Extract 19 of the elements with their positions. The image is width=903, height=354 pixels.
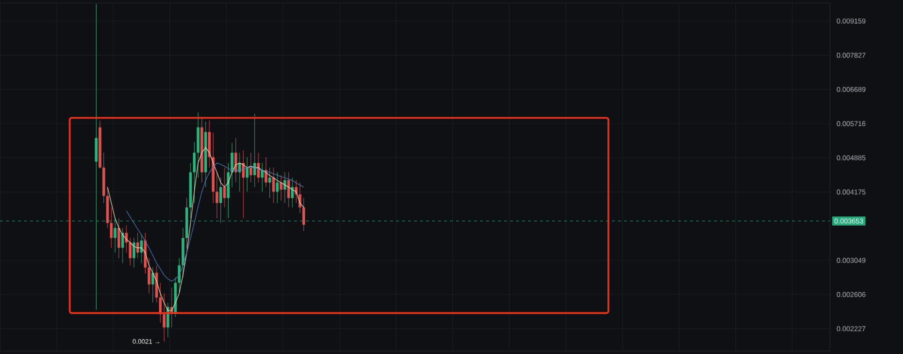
candlestick: [298, 182, 302, 214]
candlestick: [117, 218, 120, 258]
candlestick: [148, 258, 150, 294]
candlestick: [192, 142, 196, 204]
candlestick: [264, 156, 268, 188]
candlestick: [238, 152, 241, 192]
candlestick: [272, 167, 275, 204]
candlestick: [268, 167, 272, 198]
candlestick: [140, 234, 143, 264]
candlestick: [230, 142, 234, 188]
candlestick: [257, 152, 260, 183]
candlestick: [276, 172, 279, 204]
candlestick: [223, 167, 226, 208]
candlestick: [280, 174, 282, 201]
candlestick: [302, 198, 306, 232]
candlestick: [162, 293, 166, 342]
candlestick: [216, 172, 218, 219]
candlestick: [110, 207, 113, 248]
candlestick: [132, 238, 136, 268]
